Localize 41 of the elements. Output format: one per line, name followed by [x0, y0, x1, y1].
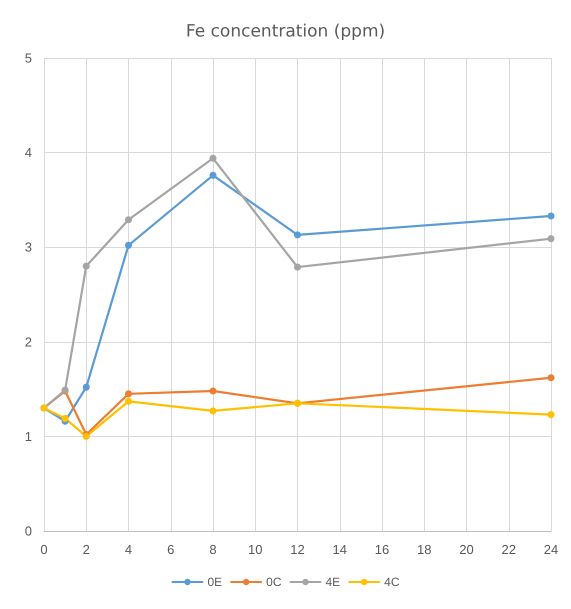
x-tick-label: 18 [417, 542, 432, 557]
x-tick-label: 0 [40, 542, 48, 557]
point [125, 398, 132, 405]
point [210, 172, 216, 179]
y-tick-label: 3 [24, 240, 32, 255]
point [82, 262, 90, 270]
point [548, 411, 554, 418]
point [548, 235, 554, 242]
point [125, 242, 132, 249]
x-tick-label: 10 [248, 542, 262, 557]
legend-label: 4C [384, 575, 400, 589]
x-tick-label: 24 [544, 542, 558, 557]
point [125, 390, 132, 398]
x-tick-label: 20 [459, 542, 474, 557]
point [294, 264, 301, 271]
x-tick-label: 16 [374, 542, 390, 557]
x-tick-label: 22 [502, 542, 516, 557]
x-tick-label: 6 [167, 542, 174, 557]
point [125, 216, 132, 224]
chart-title: Fe concentration (ppm) [186, 22, 386, 42]
y-tick-label: 2 [24, 334, 32, 350]
point [210, 407, 216, 414]
y-tick-label: 5 [24, 50, 32, 66]
y-tick-label: 1 [24, 428, 32, 444]
point [210, 387, 216, 394]
legend-label: 4E [326, 575, 340, 589]
point [294, 231, 301, 238]
point [548, 374, 554, 382]
point [82, 384, 90, 391]
legend-label: 0E [207, 575, 222, 589]
x-tick-label: 8 [209, 542, 217, 557]
point [210, 154, 216, 162]
y-tick-label: 4 [24, 145, 32, 160]
point [548, 212, 554, 220]
x-tick-label: 4 [124, 542, 132, 557]
y-tick-label: 0 [24, 524, 32, 538]
x-tick-label: 14 [332, 542, 347, 557]
x-tick-label: 2 [82, 542, 90, 557]
point [62, 414, 69, 422]
legend-label: 0C [266, 575, 282, 589]
x-tick-label: 12 [290, 542, 305, 557]
